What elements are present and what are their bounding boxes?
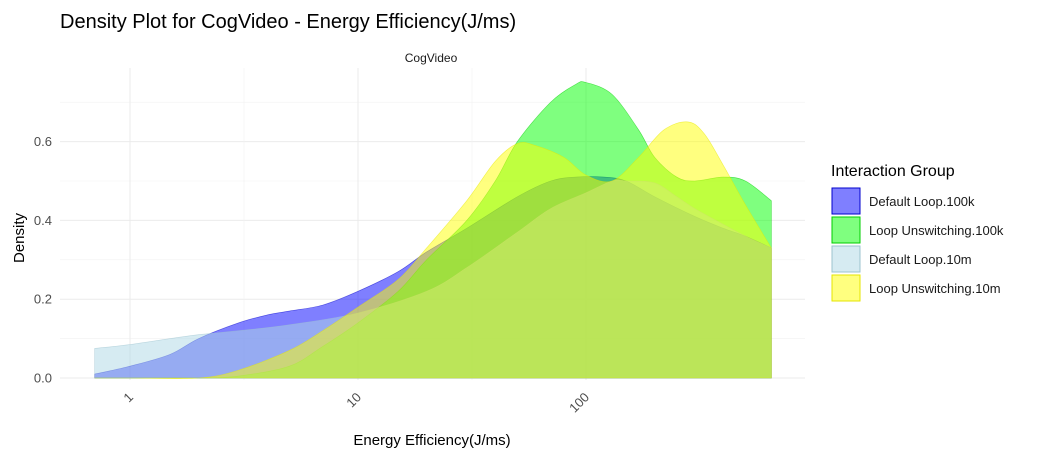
density-areas [94, 81, 772, 379]
x-axis-label: Energy Efficiency(J/ms) [353, 432, 510, 449]
legend-swatch-loop-unswitching-100k [831, 216, 861, 244]
x-tick-label: 1 [120, 390, 136, 406]
x-tick-label: 100 [566, 390, 592, 416]
legend-label-loop-unswitching-10m: Loop Unswitching.10m [869, 281, 1001, 296]
legend-title: Interaction Group [831, 163, 955, 180]
y-tick-label: 0.2 [34, 292, 52, 307]
x-tick-label: 10 [343, 390, 364, 411]
y-axis-ticks: 0.0 0.2 0.4 0.6 [34, 134, 52, 385]
legend: Interaction Group Default Loop.100k Loop … [831, 163, 1004, 302]
y-tick-label: 0.0 [34, 371, 52, 386]
legend-label-default-loop-100k: Default Loop.100k [869, 194, 975, 209]
y-tick-label: 0.6 [34, 134, 52, 149]
legend-swatch-default-loop-10m [831, 245, 861, 273]
y-tick-label: 0.4 [34, 213, 52, 228]
y-axis-label: Density [11, 212, 28, 263]
density-area-loop-unswitching-10m [94, 121, 772, 379]
legend-swatch-default-loop-100k [831, 187, 861, 215]
x-axis-ticks: 1 10 100 [120, 390, 592, 416]
legend-label-loop-unswitching-100k: Loop Unswitching.100k [869, 223, 1004, 238]
facet-strip-label: CogVideo [405, 51, 458, 65]
legend-swatch-loop-unswitching-10m [831, 274, 861, 302]
chart-title: Density Plot for CogVideo - Energy Effic… [60, 11, 516, 33]
legend-label-default-loop-10m: Default Loop.10m [869, 252, 972, 267]
